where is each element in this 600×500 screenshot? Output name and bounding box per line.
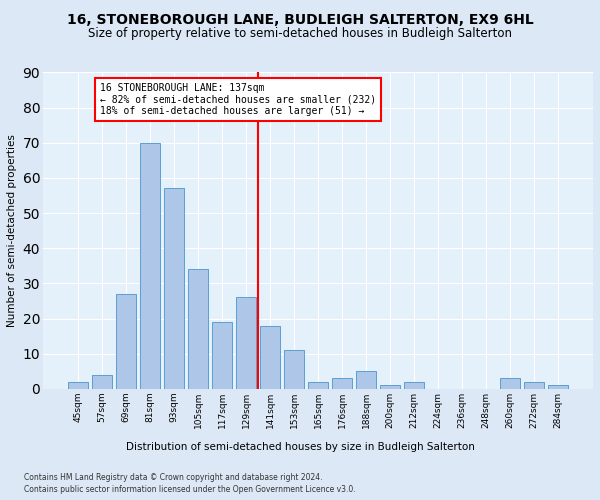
Bar <box>188 270 208 389</box>
Bar <box>548 386 568 389</box>
Text: Size of property relative to semi-detached houses in Budleigh Salterton: Size of property relative to semi-detach… <box>88 28 512 40</box>
Bar <box>308 382 328 389</box>
Bar <box>68 382 88 389</box>
Bar <box>500 378 520 389</box>
Text: Distribution of semi-detached houses by size in Budleigh Salterton: Distribution of semi-detached houses by … <box>125 442 475 452</box>
Bar <box>92 375 112 389</box>
Bar <box>236 298 256 389</box>
Bar <box>284 350 304 389</box>
Bar <box>332 378 352 389</box>
Text: Contains HM Land Registry data © Crown copyright and database right 2024.: Contains HM Land Registry data © Crown c… <box>24 472 323 482</box>
Bar <box>164 188 184 389</box>
Bar <box>524 382 544 389</box>
Text: 16 STONEBOROUGH LANE: 137sqm
← 82% of semi-detached houses are smaller (232)
18%: 16 STONEBOROUGH LANE: 137sqm ← 82% of se… <box>100 83 376 116</box>
Text: Contains public sector information licensed under the Open Government Licence v3: Contains public sector information licen… <box>24 485 356 494</box>
Bar <box>404 382 424 389</box>
Bar <box>356 372 376 389</box>
Y-axis label: Number of semi-detached properties: Number of semi-detached properties <box>7 134 17 327</box>
Bar <box>116 294 136 389</box>
Text: 16, STONEBOROUGH LANE, BUDLEIGH SALTERTON, EX9 6HL: 16, STONEBOROUGH LANE, BUDLEIGH SALTERTO… <box>67 12 533 26</box>
Bar <box>212 322 232 389</box>
Bar <box>260 326 280 389</box>
Bar <box>380 386 400 389</box>
Bar <box>140 143 160 389</box>
